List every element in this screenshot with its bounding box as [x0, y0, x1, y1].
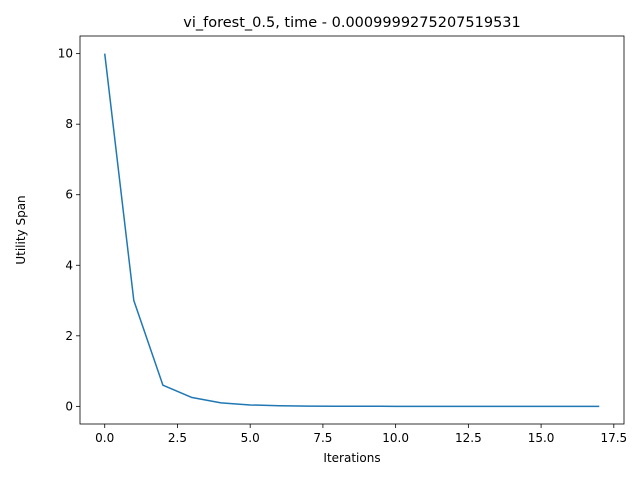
x-tick-label: 5.0 — [241, 431, 260, 445]
x-tick-label: 17.5 — [600, 431, 627, 445]
x-axis-label: Iterations — [323, 451, 380, 465]
y-tick-label: 2 — [65, 329, 73, 343]
x-tick-label: 10.0 — [382, 431, 409, 445]
y-tick-label: 4 — [65, 258, 73, 272]
y-axis-label: Utility Span — [14, 195, 28, 264]
y-tick-label: 0 — [65, 399, 73, 413]
x-tick-label: 12.5 — [455, 431, 482, 445]
x-tick-label: 0.0 — [95, 431, 114, 445]
x-tick-label: 15.0 — [528, 431, 555, 445]
chart-title: vi_forest_0.5, time - 0.0009999275207519… — [183, 15, 521, 31]
series-line — [103, 53, 600, 408]
axes-frame — [79, 35, 625, 425]
y-tick-label: 6 — [65, 188, 73, 202]
y-tick-label: 10 — [58, 47, 73, 61]
plot-area — [103, 53, 600, 408]
y-tick-label: 8 — [65, 117, 73, 131]
x-axis-ticks: 0.0 2.5 5.0 7.5 10.0 12.5 15.0 17.5 — [95, 424, 627, 445]
y-axis-ticks: 0 2 4 6 8 10 — [58, 47, 80, 413]
x-tick-label: 7.5 — [313, 431, 332, 445]
x-tick-label: 2.5 — [168, 431, 187, 445]
